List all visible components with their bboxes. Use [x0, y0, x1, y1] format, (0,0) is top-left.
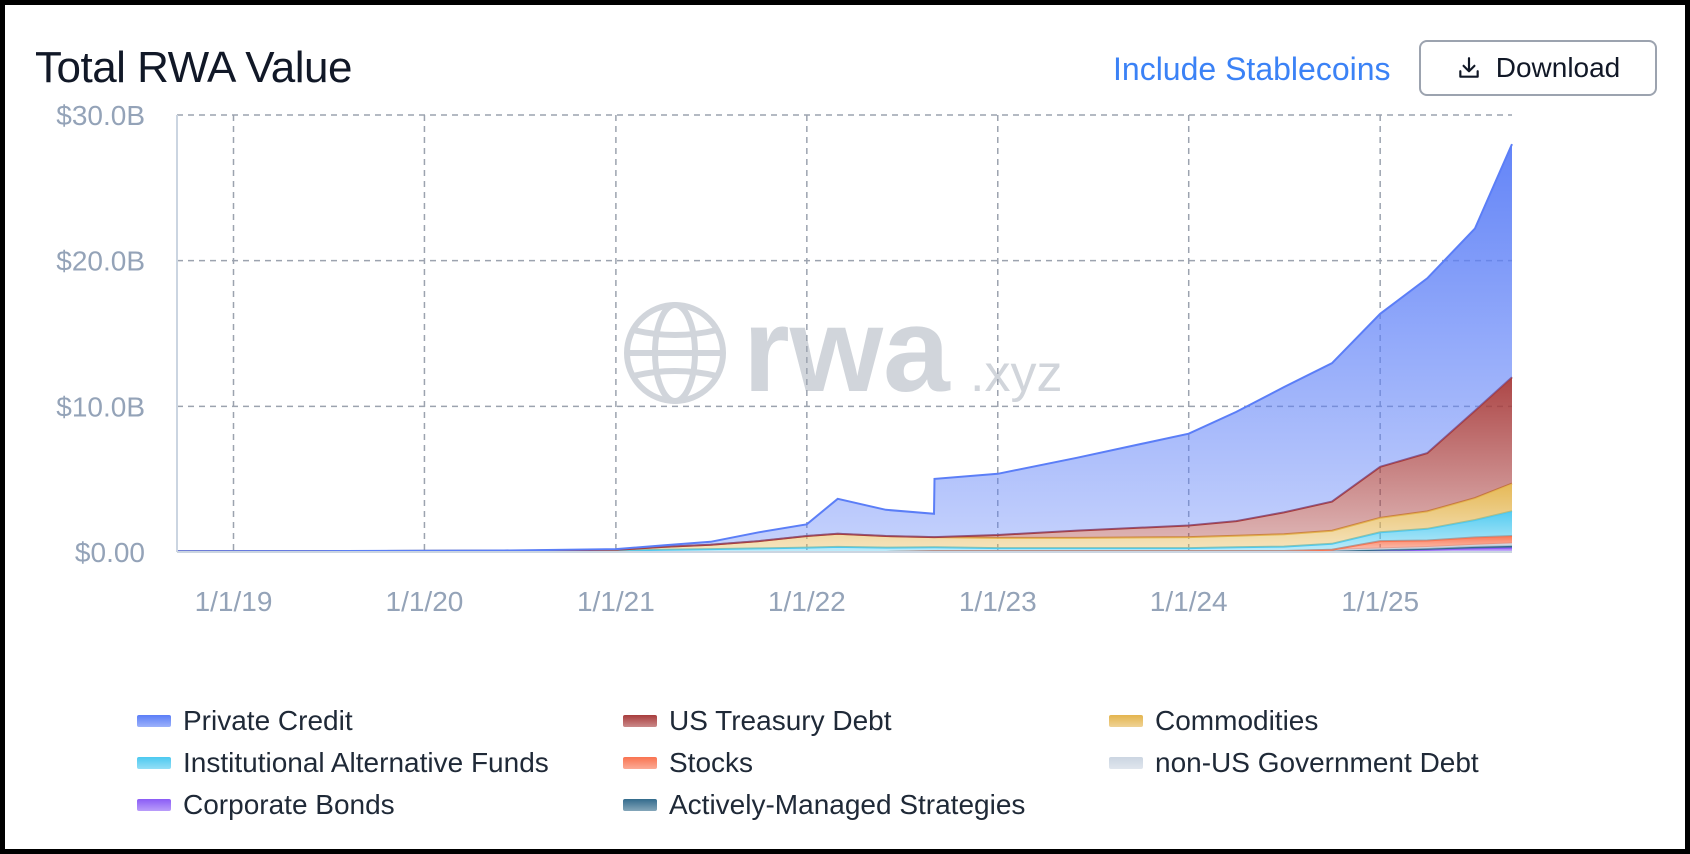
x-tick-label: 1/1/23 [959, 586, 1037, 617]
series-line-private-credit [176, 143, 1513, 553]
legend-item-us-treasury-debt[interactable]: US Treasury Debt [623, 705, 892, 737]
legend-swatch [137, 799, 171, 811]
series-area-commodities[interactable] [177, 483, 1512, 552]
x-tick-label: 1/1/19 [195, 586, 273, 617]
legend-label: Private Credit [183, 705, 353, 736]
include-stablecoins-toggle[interactable]: Include Stablecoins [1113, 51, 1391, 87]
watermark-brand: rwa [743, 283, 951, 417]
legend-label: Corporate Bonds [183, 789, 395, 820]
x-tick-label: 1/1/20 [386, 586, 464, 617]
y-tick-label: $30.0B [56, 100, 145, 131]
legend-item-stocks[interactable]: Stocks [623, 747, 753, 779]
y-tick-label: $20.0B [56, 246, 145, 277]
download-label: Download [1495, 52, 1621, 83]
globe-icon [624, 302, 726, 404]
legend-item-corporate-bonds[interactable]: Corporate Bonds [137, 789, 395, 821]
legend-swatch [1109, 757, 1143, 769]
x-tick-label: 1/1/25 [1341, 586, 1419, 617]
x-tick-label: 1/1/24 [1150, 586, 1228, 617]
legend-item-commodities[interactable]: Commodities [1109, 705, 1318, 737]
x-tick-label: 1/1/22 [768, 586, 846, 617]
y-tick-label: $0.00 [75, 537, 145, 568]
download-icon [1458, 57, 1479, 78]
legend-label: US Treasury Debt [669, 705, 892, 736]
download-button[interactable]: Download [1419, 40, 1657, 96]
watermark-suffix: .xyz [970, 345, 1062, 403]
legend-label: Actively-Managed Strategies [669, 789, 1026, 820]
rwa-watermark: rwa .xyz [624, 283, 1062, 417]
legend-swatch [1109, 715, 1143, 727]
legend-item-non-us-government-debt[interactable]: non-US Government Debt [1109, 747, 1479, 779]
legend-label: Institutional Alternative Funds [183, 747, 549, 778]
legend-label: Stocks [669, 747, 754, 778]
chart-title: Total RWA Value [35, 43, 352, 92]
legend-swatch [137, 757, 171, 769]
x-tick-label: 1/1/21 [577, 586, 655, 617]
legend-label: Commodities [1155, 705, 1319, 736]
legend-item-actively-managed-strategies[interactable]: Actively-Managed Strategies [623, 789, 1025, 821]
legend-item-private-credit[interactable]: Private Credit [137, 705, 353, 737]
series-area-private-credit[interactable] [177, 144, 1512, 552]
legend-item-institutional-alternative-funds[interactable]: Institutional Alternative Funds [137, 747, 549, 779]
legend-swatch [623, 715, 657, 727]
y-tick-label: $10.0B [56, 391, 145, 422]
legend-label: non-US Government Debt [1155, 747, 1479, 778]
rwa-area-chart: rwa .xyz $0.00 $10.0B $20.0B $30.0B 1/1/19 1/… [56, 100, 1513, 617]
legend-swatch [137, 715, 171, 727]
legend-swatch [623, 799, 657, 811]
legend-swatch [623, 757, 657, 769]
